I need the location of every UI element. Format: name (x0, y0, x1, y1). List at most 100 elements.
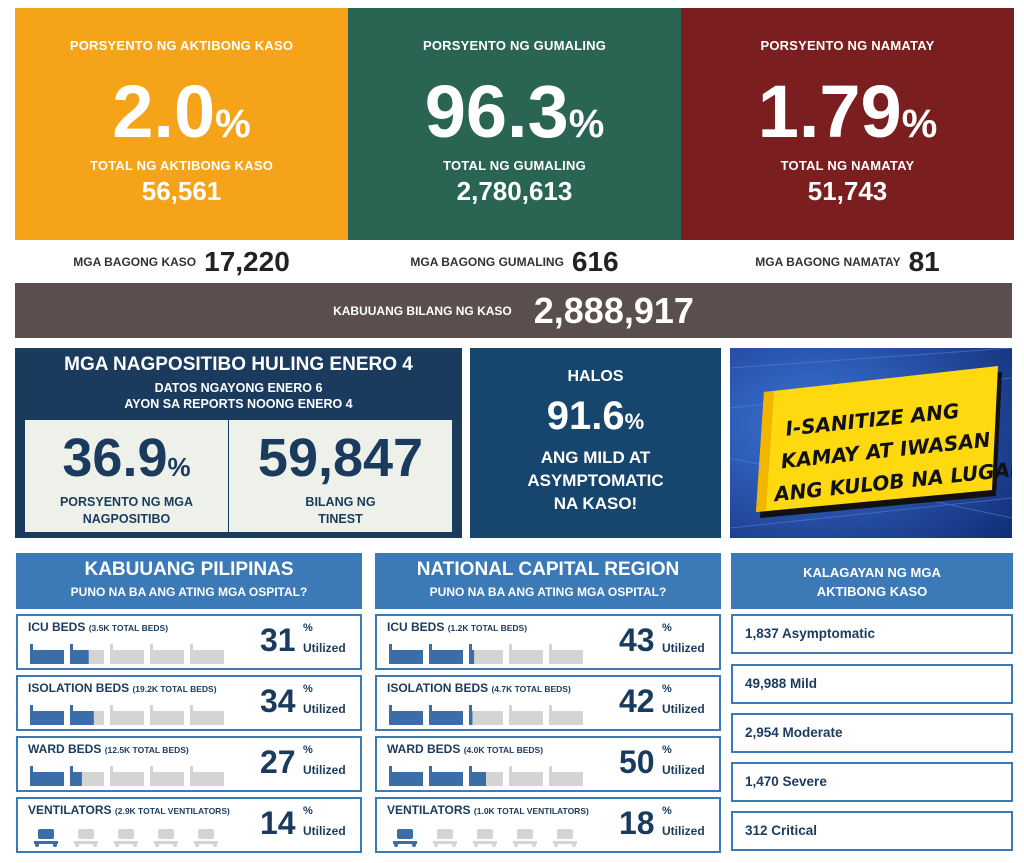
bed-utilization-bar (389, 705, 583, 725)
bed-icon (429, 766, 463, 786)
active-pct-value: 2.0% (112, 70, 251, 153)
percent-symbol: % (662, 744, 672, 756)
tested-value: 59,847 (257, 428, 424, 488)
positivity-rate-value: 36.9% (62, 428, 191, 488)
capacity-type: VENTILATORS (387, 803, 471, 817)
bed-icon (429, 644, 463, 664)
positivity-rate-label: PORSYENTO NG MGA NAGPOSITIBO (25, 494, 228, 528)
ph-capacity-card: ISOLATION BEDS (19.2K TOTAL BEDS) 34% Util… (16, 675, 362, 731)
positivity-panel: MGA NAGPOSITIBO HULING ENERO 4 DATOS NGA… (15, 348, 462, 538)
bed-utilization-bar (30, 705, 224, 725)
bed-icon (509, 705, 543, 725)
status-moderate: 2,954 Moderate (731, 713, 1013, 753)
new-cases-value: 17,220 (204, 246, 290, 277)
tested-label: BILANG NG TINEST (229, 494, 452, 528)
bed-utilization-bar (389, 766, 583, 786)
bed-icon (30, 766, 64, 786)
mild-value: 91.6% (546, 394, 645, 438)
ventilator-icon (513, 829, 537, 847)
recovered-total-label: TOTAL NG GUMALING (443, 158, 586, 173)
positivity-rate-box: 36.9% PORSYENTO NG MGA NAGPOSITIBO (25, 420, 228, 532)
bed-icon (190, 766, 224, 786)
active-total-value: 56,561 (141, 176, 222, 206)
capacity-name: VENTILATORS (2.9K TOTAL VENTILATORS) (28, 803, 230, 817)
ncr-title: NATIONAL CAPITAL REGION (416, 559, 680, 580)
capacity-total: (12.5K TOTAL BEDS) (104, 745, 189, 755)
capacity-type: VENTILATORS (28, 803, 112, 817)
percent-symbol: % (303, 744, 313, 756)
percent-symbol: % (303, 622, 313, 634)
ventilator-icon (194, 829, 218, 847)
mild-text: ANG MILD AT ASYMPTOMATIC NA KASO! (470, 446, 721, 515)
bed-icon (150, 766, 184, 786)
capacity-total: (19.2K TOTAL BEDS) (132, 684, 217, 694)
mild-line-2: ASYMPTOMATIC (527, 471, 664, 490)
bed-icon (509, 766, 543, 786)
active-pct-label: PORSYENTO NG AKTIBONG KASO (69, 38, 294, 53)
deaths-total-label: TOTAL NG NAMATAY (780, 158, 915, 173)
utilized-label: Utilized (662, 824, 705, 838)
ventilator-icon (74, 829, 98, 847)
bed-utilization-bar (30, 644, 224, 664)
capacity-total: (3.5K TOTAL BEDS) (88, 623, 169, 633)
ncr-capacity-card: VENTILATORS (1.0K TOTAL VENTILATORS) 18% U… (375, 797, 721, 853)
utilization-value: 50 (619, 744, 655, 780)
positivity-subtitle: DATOS NGAYONG ENERO 6 AYON SA REPORTS NO… (15, 380, 462, 412)
capacity-type: ICU BEDS (387, 620, 445, 634)
total-cases-label: KABUUANG BILANG NG KASO (333, 303, 512, 318)
capacity-total: (1.0K TOTAL VENTILATORS) (473, 806, 589, 816)
ncr-capacity-card: ISOLATION BEDS (4.7K TOTAL BEDS) 42% Utili… (375, 675, 721, 731)
bed-icon (30, 705, 64, 725)
positivity-title: MGA NAGPOSITIBO HULING ENERO 4 (64, 354, 413, 375)
sanitize-promo: I-SANITIZE ANG KAMAY AT IWASAN ANG KULOB… (730, 348, 1012, 538)
deaths-pct-label: PORSYENTO NG NAMATAY (760, 38, 935, 53)
ph-header: KABUUANG PILIPINAS PUNO NA BA ANG ATING … (16, 553, 362, 609)
capacity-name: WARD BEDS (12.5K TOTAL BEDS) (28, 742, 189, 756)
new-cases: MGA BAGONG KASO 17,220 (15, 244, 348, 280)
deaths-panel: PORSYENTO NG NAMATAY 1.79% TOTAL NG NAMA… (681, 8, 1014, 240)
total-cases-value: 2,888,917 (533, 289, 694, 331)
capacity-type: WARD BEDS (387, 742, 461, 756)
new-recovered: MGA BAGONG GUMALING 616 (348, 244, 681, 280)
status-asymptomatic: 1,837 Asymptomatic (731, 614, 1013, 654)
bed-icon (389, 766, 423, 786)
ph-capacity-card: VENTILATORS (2.9K TOTAL VENTILATORS) 14% U… (16, 797, 362, 853)
bed-icon (190, 705, 224, 725)
mild-line-1: ANG MILD AT (540, 448, 651, 467)
capacity-total: (4.7K TOTAL BEDS) (491, 684, 571, 694)
bed-icon (150, 644, 184, 664)
capacity-type: ICU BEDS (28, 620, 86, 634)
bed-icon (150, 705, 184, 725)
utilized-label: Utilized (303, 702, 346, 716)
ph-title: KABUUANG PILIPINAS (84, 559, 294, 580)
comic-burst-graphic: I-SANITIZE ANG KAMAY AT IWASAN ANG KULOB… (730, 348, 1012, 538)
recovered-pct-value: 96.3% (424, 70, 605, 153)
positivity-sub1: DATOS NGAYONG ENERO 6 (154, 381, 323, 395)
utilization-value: 18 (619, 805, 655, 841)
percent-symbol: % (303, 683, 313, 695)
status-header: KALAGAYAN NG MGA AKTIBONG KASO (731, 553, 1013, 609)
new-deaths: MGA BAGONG NAMATAY 81 (681, 244, 1014, 280)
status-title-1: KALAGAYAN NG MGA (803, 565, 941, 580)
capacity-type: ISOLATION BEDS (28, 681, 130, 695)
percent-symbol: % (662, 622, 672, 634)
active-cases-panel: PORSYENTO NG AKTIBONG KASO 2.0% TOTAL NG… (15, 8, 348, 240)
bed-icon (469, 705, 503, 725)
bed-icon (469, 644, 503, 664)
bed-icon (110, 766, 144, 786)
capacity-name: ICU BEDS (1.2K TOTAL BEDS) (387, 620, 527, 634)
percent-symbol: % (662, 683, 672, 695)
mild-line-3: NA KASO! (553, 494, 638, 513)
utilized-label: Utilized (662, 702, 705, 716)
mild-pre: HALOS (567, 368, 624, 385)
bed-icon (429, 705, 463, 725)
tested-box: 59,847 BILANG NG TINEST (229, 420, 452, 532)
ventilator-utilization-bar (34, 829, 218, 847)
recovered-panel: PORSYENTO NG GUMALING 96.3% TOTAL NG GUM… (348, 8, 681, 240)
status-severe: 1,470 Severe (731, 762, 1013, 802)
positivity-rate-label-2: NAGPOSITIBO (82, 512, 171, 526)
bed-icon (469, 766, 503, 786)
utilized-label: Utilized (303, 641, 346, 655)
ph-capacity-card: ICU BEDS (3.5K TOTAL BEDS) 31% Utilized (16, 614, 362, 670)
utilization-value: 31 (260, 622, 296, 658)
